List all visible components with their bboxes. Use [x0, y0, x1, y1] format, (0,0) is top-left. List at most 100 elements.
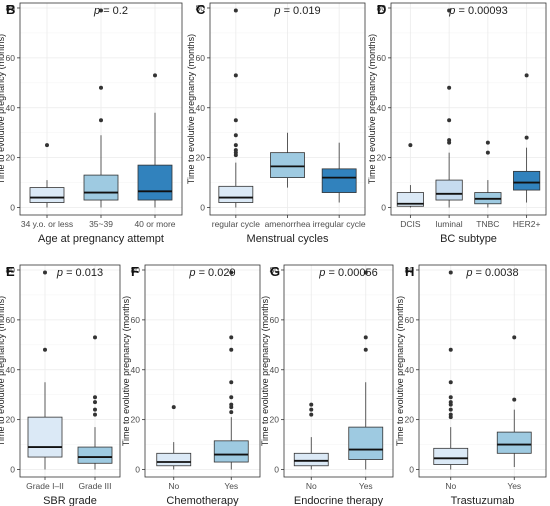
- p-value-annotation: p = 0.0038: [465, 267, 518, 279]
- panel-letter: D: [377, 2, 386, 17]
- y-tick-label: 20: [6, 415, 16, 425]
- x-tick-label: No: [168, 481, 179, 491]
- y-tick-label: 60: [6, 315, 16, 325]
- outlier-point: [93, 395, 97, 400]
- outlier-point: [229, 380, 234, 385]
- box-3: [474, 140, 502, 208]
- y-tick-label: 60: [131, 315, 141, 325]
- x-tick-label: Grade I–II: [26, 481, 64, 491]
- x-tick-label: irregular cycle: [313, 219, 366, 229]
- outlier-point: [229, 335, 234, 340]
- p-value-symbol: p: [188, 267, 198, 279]
- outlier-point: [512, 335, 517, 340]
- outlier-point: [447, 118, 452, 123]
- y-tick-label: 40: [270, 365, 280, 375]
- p-value-symbol: p: [448, 5, 458, 17]
- x-tick-label: TNBC: [476, 219, 499, 229]
- outlier-point: [448, 395, 453, 400]
- y-tick-label: 20: [6, 153, 16, 163]
- panel-b: 0 20 40 60 80 34 y.o. or less 35~39 40 or more A…: [0, 2, 183, 245]
- y-tick-label: 40: [131, 365, 141, 375]
- box-2: [77, 335, 113, 470]
- box-2: [270, 132, 305, 188]
- outlier-point: [363, 347, 368, 352]
- box-iqr: [156, 452, 192, 467]
- y-tick-label: 0: [10, 465, 15, 475]
- box-iqr: [213, 440, 249, 463]
- panel-letter: H: [405, 264, 414, 279]
- outlier-point: [43, 347, 47, 352]
- plot-frame: [19, 264, 121, 478]
- x-axis-title: SBR grade: [43, 495, 97, 506]
- y-axis-title: Time to evolutive pregnancy (months): [186, 34, 196, 184]
- box-2: [83, 8, 119, 208]
- x-tick-label: No: [306, 481, 317, 491]
- outlier-point: [233, 133, 238, 138]
- y-tick-label: 40: [405, 365, 415, 375]
- y-tick-label: 40: [6, 365, 16, 375]
- box-iqr: [137, 164, 173, 201]
- p-value-annotation: p = 0.019: [273, 5, 320, 17]
- y-tick-label: 60: [405, 315, 415, 325]
- p-value-annotation: p = 0.00093: [448, 5, 507, 17]
- outlier-point: [309, 412, 314, 417]
- x-tick-label: Yes: [507, 481, 521, 491]
- y-tick-label: 40: [6, 103, 16, 113]
- y-axis-title: Time to evolutive pregnancy (months): [0, 34, 6, 184]
- p-value-symbol: p: [273, 5, 283, 17]
- outlier-point: [229, 410, 234, 415]
- x-tick-label: No: [445, 481, 456, 491]
- outlier-point: [233, 118, 238, 123]
- outlier-point: [448, 347, 453, 352]
- outlier-point: [43, 270, 47, 275]
- outlier-point: [447, 8, 452, 13]
- y-tick-label: 0: [381, 203, 386, 213]
- x-tick-label: luminal: [436, 219, 463, 229]
- x-axis-title: Menstrual cycles: [247, 233, 329, 245]
- box-iqr: [396, 192, 424, 207]
- x-tick-label: DCIS: [400, 219, 421, 229]
- outlier-point: [309, 407, 314, 412]
- y-tick-label: 20: [405, 415, 415, 425]
- outlier-point: [448, 380, 453, 385]
- box-1: [433, 270, 469, 470]
- y-tick-label: 60: [377, 53, 387, 63]
- outlier-point: [45, 143, 49, 148]
- y-tick-label: 40: [196, 103, 206, 113]
- panel-f: 0 20 40 60 80 No Yes Chemotherapy Time to evolut…: [121, 264, 261, 506]
- outlier-point: [309, 402, 314, 407]
- box-1: [27, 270, 63, 470]
- box-2: [435, 8, 463, 208]
- p-value-annotation: p = 0.2: [93, 5, 128, 17]
- outlier-point: [233, 8, 238, 13]
- outlier-point: [448, 412, 453, 417]
- y-tick-label: 80: [405, 265, 415, 275]
- y-tick-label: 0: [135, 465, 140, 475]
- plot-frame: [144, 264, 261, 478]
- p-value-text: = 0.0038: [476, 267, 519, 279]
- p-value-annotation: p = 0.013: [56, 267, 103, 279]
- p-value-text: = 0.019: [284, 5, 321, 17]
- y-tick-label: 80: [196, 3, 206, 13]
- outlier-point: [524, 73, 529, 78]
- x-tick-label: Yes: [359, 481, 373, 491]
- x-tick-label: 35~39: [89, 219, 113, 229]
- outlier-point: [485, 140, 490, 145]
- outlier-point: [448, 407, 453, 412]
- p-value-symbol: p: [318, 267, 328, 279]
- x-axis-title: Endocrine therapy: [294, 495, 384, 506]
- outlier-point: [93, 335, 97, 340]
- outlier-point: [448, 270, 453, 275]
- y-tick-label: 20: [131, 415, 141, 425]
- panel-letter: G: [270, 264, 280, 279]
- box-iqr: [321, 168, 357, 193]
- y-tick-label: 60: [196, 53, 206, 63]
- box-4: [513, 73, 541, 203]
- x-tick-label: HER2+: [513, 219, 541, 229]
- p-value-text: = 0.2: [103, 5, 128, 17]
- box-1: [218, 8, 254, 208]
- panel-letter: C: [196, 2, 206, 17]
- panel-letter: B: [6, 2, 15, 17]
- panel-letter: F: [131, 264, 139, 279]
